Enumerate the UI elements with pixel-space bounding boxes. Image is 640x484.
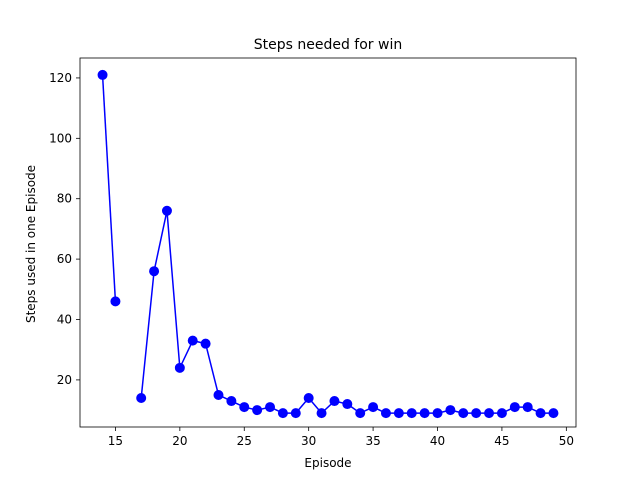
x-tick-label: 20 xyxy=(172,434,187,448)
x-tick-label: 50 xyxy=(559,434,574,448)
data-point xyxy=(161,205,172,216)
x-tick-label: 35 xyxy=(365,434,380,448)
data-point xyxy=(239,402,250,413)
data-point xyxy=(368,402,379,413)
data-point xyxy=(226,396,237,407)
y-tick-label: 80 xyxy=(57,192,72,206)
data-point xyxy=(265,402,276,413)
x-tick-label: 45 xyxy=(494,434,509,448)
data-point xyxy=(432,408,443,419)
data-point xyxy=(458,408,469,419)
data-point xyxy=(303,393,314,404)
y-tick-label: 40 xyxy=(57,313,72,327)
plot-area: 15 20 25 30 35 40 45 50 20 40 60 80 100 120 xyxy=(49,57,577,448)
data-point xyxy=(316,408,327,419)
data-point xyxy=(149,266,160,277)
data-point xyxy=(252,405,263,416)
series-line-segment xyxy=(140,210,555,414)
x-tick-label: 15 xyxy=(108,434,123,448)
axes-frame xyxy=(79,57,577,428)
data-point xyxy=(174,362,185,373)
data-point xyxy=(355,408,366,419)
data-point xyxy=(110,296,121,307)
data-point xyxy=(136,393,147,404)
data-point xyxy=(471,408,482,419)
y-axis-label: Steps used in one Episode xyxy=(24,165,38,323)
data-point xyxy=(535,408,546,419)
x-tick-label: 30 xyxy=(301,434,316,448)
y-tick-label: 100 xyxy=(49,131,72,145)
data-point xyxy=(277,408,288,419)
chart-title: Steps needed for win xyxy=(254,37,402,53)
data-point xyxy=(509,402,520,413)
data-point xyxy=(548,408,559,419)
data-point xyxy=(290,408,301,419)
data-point xyxy=(419,408,430,419)
data-point xyxy=(200,338,211,349)
x-tick-label: 25 xyxy=(237,434,252,448)
y-tick-label: 60 xyxy=(57,252,72,266)
y-tick-label: 120 xyxy=(49,71,72,85)
y-tick-label: 20 xyxy=(57,373,72,387)
series-line-segment xyxy=(101,74,117,303)
data-point xyxy=(445,405,456,416)
data-point xyxy=(97,69,108,80)
data-point xyxy=(342,399,353,410)
data-point xyxy=(329,396,340,407)
data-point xyxy=(484,408,495,419)
data-point xyxy=(393,408,404,419)
data-point xyxy=(406,408,417,419)
x-tick-label: 40 xyxy=(430,434,445,448)
data-point xyxy=(213,389,224,400)
x-axis-label: Episode xyxy=(304,456,351,470)
data-point xyxy=(380,408,391,419)
data-point xyxy=(496,408,507,419)
data-point xyxy=(522,402,533,413)
data-point xyxy=(187,335,198,346)
